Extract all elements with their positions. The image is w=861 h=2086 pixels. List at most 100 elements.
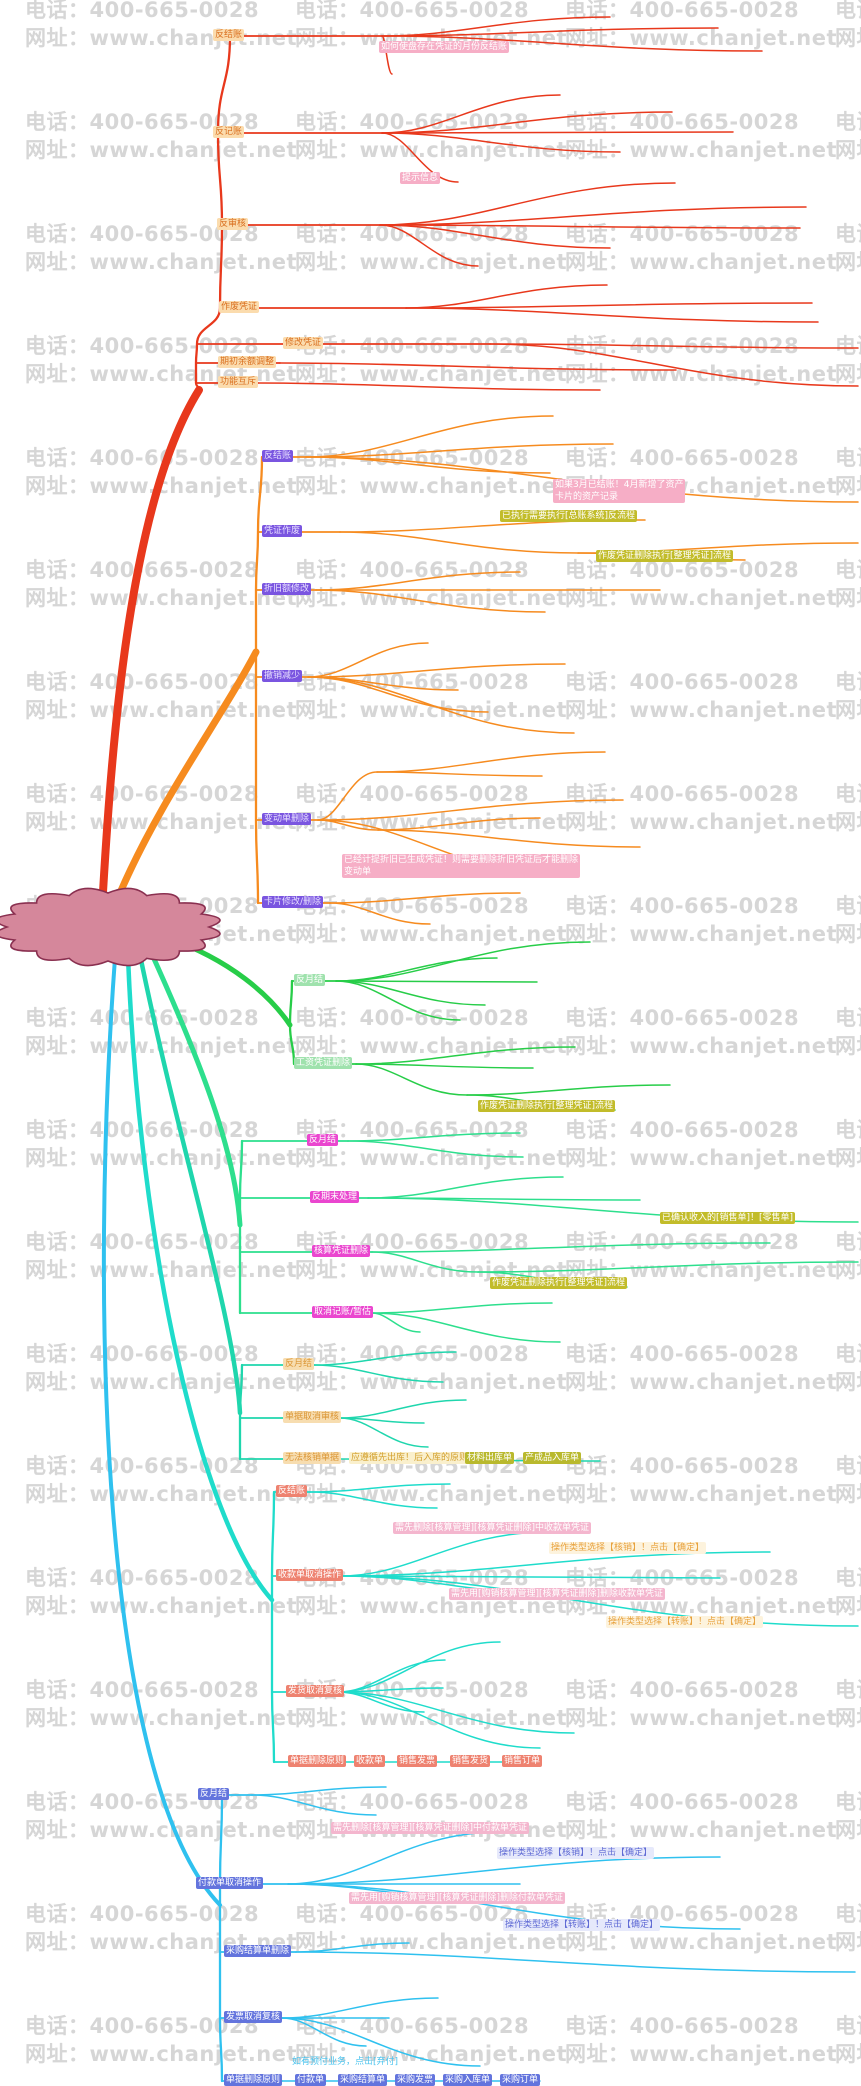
node-orange-1[interactable]: 凭证作废 — [262, 525, 303, 537]
inline-node-label[interactable]: 采购结算单 — [338, 2074, 388, 2086]
watermark-url: 网址：www.chanjet.net — [835, 698, 861, 722]
watermark-url: 网址：www.chanjet.net — [835, 1930, 861, 1954]
node-red-5[interactable]: 期初余额调整 — [218, 356, 277, 368]
node-spring-2[interactable]: 核算凭证删除 — [312, 1245, 371, 1257]
branch-edge — [379, 182, 676, 226]
node-cyan-1[interactable]: 收款单取消操作 — [276, 1569, 344, 1581]
watermark-phone: 电话：400-665-0028 — [25, 1230, 260, 1254]
watermark-phone: 电话：400-665-0028 — [835, 2014, 861, 2038]
note-label[interactable]: 操作类型选择【核销】！点击【确定】 — [497, 1847, 655, 1859]
node-red-1[interactable]: 反记账 — [213, 126, 245, 138]
node-spring-3[interactable]: 取消记账/暂估 — [312, 1306, 374, 1318]
inline-node-label[interactable]: 收款单 — [354, 1755, 386, 1767]
branch-trunk-blue — [101, 956, 222, 1907]
branch-edge — [287, 1883, 741, 1930]
note-label[interactable]: 提示信息 — [400, 172, 441, 184]
note-label[interactable]: 操作类型选择【核销】！点击【确定】 — [549, 1542, 707, 1554]
node-green-1[interactable]: 工资凭证删除 — [294, 1057, 353, 1069]
branch-edge — [335, 957, 498, 982]
inline-node-label[interactable]: 销售发票 — [397, 1755, 438, 1767]
node-red-2[interactable]: 反审核 — [217, 218, 249, 230]
branch-edge — [477, 1261, 859, 1273]
node-spring-1[interactable]: 反期末处理 — [310, 1191, 360, 1203]
node-cyan-3[interactable]: 单据删除原则 — [288, 1755, 347, 1767]
central-topic-cloud[interactable] — [0, 887, 221, 967]
inline-node-label[interactable]: 采购发票 — [395, 2074, 436, 2086]
watermark-phone: 电话：400-665-0028 — [25, 446, 260, 470]
watermark-phone: 电话：400-665-0028 — [295, 558, 530, 582]
note-label[interactable]: 已经计提折旧已生成凭证！则需要删除折旧凭证后才能删除 变动单 — [342, 854, 581, 878]
watermark-phone: 电话：400-665-0028 — [565, 894, 800, 918]
note-label[interactable]: 如有预付业务，点击[弃付] — [292, 2057, 399, 2067]
inline-node-label[interactable]: 付款单 — [295, 2074, 327, 2086]
node-spring-0[interactable]: 反月结 — [307, 1134, 339, 1146]
watermark-phone: 电话：400-665-0028 — [835, 446, 861, 470]
node-blue-4[interactable]: 单据删除原则 — [224, 2074, 283, 2086]
node-blue-3[interactable]: 发票取消复核 — [224, 2011, 283, 2023]
note-label[interactable]: 作废凭证删除执行[整理凭证]流程 — [490, 1277, 628, 1289]
watermark-phone: 电话：400-665-0028 — [835, 110, 861, 134]
note-label[interactable]: 操作类型选择【转账】！点击【确定】 — [606, 1616, 764, 1628]
node-teal-1[interactable]: 单据取消审核 — [283, 1411, 342, 1423]
watermark-url: 网址：www.chanjet.net — [25, 1594, 298, 1618]
note-label[interactable]: 如何使盘存在凭证的月份反结账 — [379, 41, 510, 53]
watermark-phone: 电话：400-665-0028 — [835, 1342, 861, 1366]
node-orange-5[interactable]: 卡片修改/删除 — [262, 896, 324, 908]
branch-edge — [371, 1302, 553, 1314]
branch-edge — [287, 1831, 501, 1885]
watermark-url: 网址：www.chanjet.net — [25, 698, 298, 722]
note-label[interactable]: 操作类型选择【转账】！点击【确定】 — [503, 1919, 661, 1931]
inline-node-label[interactable]: 销售订单 — [502, 1755, 543, 1767]
note-label[interactable]: 如果3月已结账！4月新增了资产 卡片的资产记录 — [553, 479, 686, 503]
note-label[interactable]: 已执行需要执行[总账系统]反流程 — [500, 510, 638, 522]
watermark-url: 网址：www.chanjet.net — [835, 2042, 861, 2066]
node-teal-2[interactable]: 无法核销单据 — [283, 1452, 342, 1464]
watermark-phone: 电话：400-665-0028 — [25, 334, 260, 358]
node-red-3[interactable]: 作废凭证 — [219, 301, 260, 313]
branch-edge — [376, 751, 606, 773]
node-orange-2[interactable]: 折旧额修改 — [262, 583, 312, 595]
watermark-phone: 电话：400-665-0028 — [295, 782, 530, 806]
node-orange-0[interactable]: 反结账 — [262, 450, 294, 462]
node-blue-1[interactable]: 付款单取消操作 — [196, 1877, 264, 1889]
branch-edge — [381, 111, 673, 134]
inline-node-label[interactable]: 销售发货 — [450, 1755, 491, 1767]
watermark-url: 网址：www.chanjet.net — [25, 1370, 298, 1394]
node-red-0[interactable]: 反结账 — [213, 29, 245, 41]
note-label[interactable]: 需先用[购销核算管理][核算凭证删除]删除付款单凭证 — [349, 1892, 566, 1904]
inline-node-label[interactable]: 产成品入库单 — [523, 1452, 582, 1464]
branch-edge — [329, 892, 521, 904]
node-orange-3[interactable]: 撤销减少 — [262, 670, 303, 682]
node-orange-4[interactable]: 变动单删除 — [262, 813, 312, 825]
note-label[interactable]: 需先删除[核算管理][核算凭证删除]中付款单凭证 — [331, 1822, 530, 1834]
branch-edge — [347, 1140, 524, 1158]
watermark-phone: 电话：400-665-0028 — [25, 0, 260, 22]
node-blue-2[interactable]: 采购结算单删除 — [224, 1945, 292, 1957]
branch-edge — [315, 589, 546, 613]
watermark-phone: 电话：400-665-0028 — [565, 1790, 800, 1814]
branch-edge — [339, 1575, 721, 1579]
note-label[interactable]: 已确认收入的[销售单]！[零售单] — [660, 1212, 796, 1224]
note-label[interactable]: 作废凭证删除执行[整理凭证]流程 — [478, 1100, 616, 1112]
branch-edge — [405, 307, 819, 323]
node-blue-0[interactable]: 反月结 — [198, 1788, 230, 1800]
branch-edge — [376, 771, 543, 777]
note-label[interactable]: 需先用[购销核算管理][核算凭证删除]删除收款单凭证 — [449, 1588, 666, 1600]
watermark-url: 网址：www.chanjet.net — [25, 250, 298, 274]
note-label[interactable]: 需先删除[核算管理][核算凭证删除]中收款单凭证 — [393, 1522, 592, 1534]
node-teal-0[interactable]: 反月结 — [283, 1358, 315, 1370]
node-cyan-0[interactable]: 反结账 — [276, 1485, 308, 1497]
node-red-6[interactable]: 功能互斥 — [218, 376, 259, 388]
branch-edge — [379, 224, 801, 229]
inline-node-label[interactable]: 采购订单 — [500, 2074, 541, 2086]
node-red-4[interactable]: 修改凭证 — [283, 337, 324, 349]
watermark-phone: 电话：400-665-0028 — [565, 782, 800, 806]
inline-node-label[interactable]: 材料出库单 — [465, 1452, 515, 1464]
inline-node-label[interactable]: 采购入库单 — [443, 2074, 493, 2086]
node-cyan-2[interactable]: 发货取消复核 — [286, 1685, 345, 1697]
branch-edge — [367, 1176, 564, 1199]
inline-node-label[interactable]: 应遵循先出库！后入库的原则 — [349, 1452, 471, 1464]
node-green-0[interactable]: 反月结 — [294, 974, 326, 986]
note-label[interactable]: 作废凭证删除执行[整理凭证]流程 — [596, 550, 734, 562]
branch-edge — [381, 27, 719, 37]
